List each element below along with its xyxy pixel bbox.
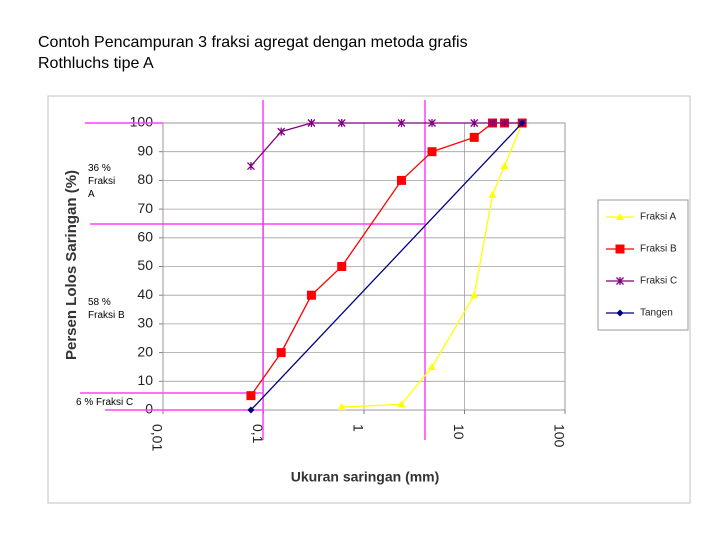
point [500,119,509,127]
marker [500,119,509,127]
point [428,119,436,127]
marker [307,119,316,127]
point [488,190,497,198]
x-tick-label: 1 [350,424,366,432]
marker [246,391,256,401]
marker [337,262,347,271]
point [428,362,437,370]
series-line [250,122,523,411]
y-tick-label: 10 [137,372,153,388]
y-tick-label: 60 [137,229,153,245]
point [247,406,255,414]
point [396,175,406,185]
marker [616,309,624,317]
x-axis-label: Ukuran saringan (mm) [291,469,440,485]
x-tick-label: 10 [451,424,467,440]
y-tick-label: 100 [130,114,154,130]
point [488,119,497,127]
y-tick-label: 90 [137,142,153,158]
marker [428,362,437,370]
point [246,162,255,171]
x-tick-label: 100 [551,424,567,448]
point [615,244,625,254]
marker [397,400,406,408]
point [469,132,479,142]
point [518,119,526,127]
point [307,119,316,127]
marker [470,119,479,127]
marker [337,403,346,411]
point [337,403,346,411]
y-tick-label: 20 [137,343,153,359]
marker [488,119,497,127]
y-axis-label: Persen Lolos Saringan (%) [63,170,80,360]
annotation: 6 % Fraksi C [76,397,134,408]
marker [616,213,624,220]
point [337,119,346,127]
y-tick-label: 80 [137,171,153,187]
marker [469,132,479,142]
marker [518,119,526,127]
marker [396,175,406,185]
point [397,400,406,408]
legend-label: Fraksi A [640,212,676,223]
marker [427,147,437,157]
legend-label: Tangen [640,308,673,319]
point [616,277,624,285]
point [616,309,624,317]
point [276,348,286,358]
point [470,119,479,127]
y-tick-label: 0 [145,401,153,417]
title: Contoh Pencampuran 3 fraksi agregat deng… [38,34,468,72]
point [616,213,624,220]
point [277,127,286,136]
y-tick-label: 40 [137,286,153,302]
point [306,290,316,300]
point [397,119,406,127]
point [427,147,437,157]
y-tick-label: 30 [137,315,153,331]
point [246,391,256,401]
marker [397,119,406,127]
annotation: 58 % Fraksi B [88,297,125,321]
marker [306,290,316,300]
marker [616,277,624,285]
marker [246,162,255,171]
marker [470,291,479,299]
marker [247,406,255,414]
point [337,262,347,271]
marker [488,190,497,198]
marker [277,127,286,136]
marker [428,119,436,127]
legend-label: Fraksi C [640,276,677,287]
legend-box [597,199,689,331]
annotation: 36 % Fraksi A [88,163,116,200]
marker [615,244,625,254]
y-tick-label: 50 [137,257,153,273]
marker [337,119,346,127]
marker [276,348,286,358]
point [500,162,509,170]
x-tick-label: 0,01 [149,424,165,451]
legend-label: Fraksi B [640,244,677,255]
x-tick-label: 0,1 [250,424,266,444]
series-line [250,122,523,167]
point [470,291,479,299]
marker [500,162,509,170]
y-tick-label: 70 [137,200,153,216]
